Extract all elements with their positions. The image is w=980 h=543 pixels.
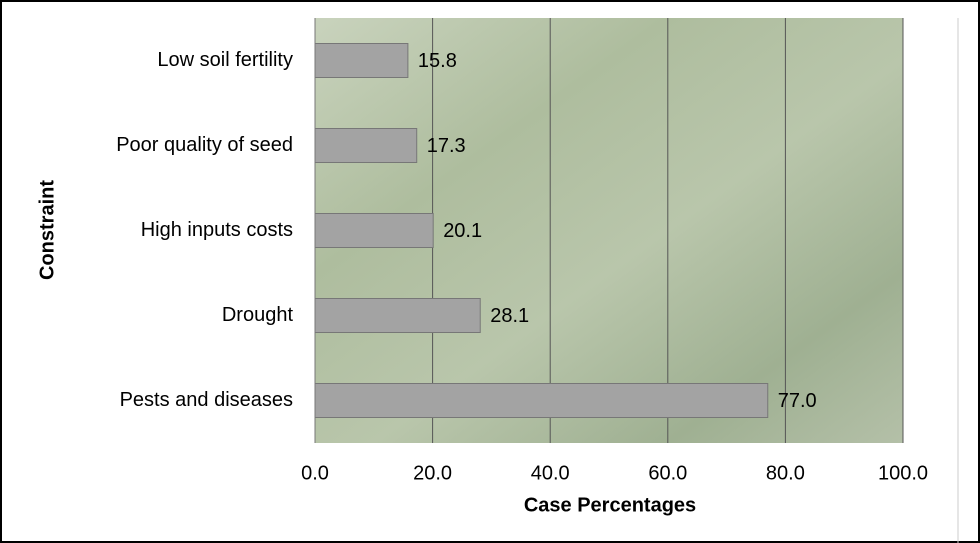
x-tick-label: 20.0	[413, 462, 452, 484]
x-tick-label: 80.0	[766, 462, 805, 484]
bar	[315, 299, 480, 333]
value-label: 77.0	[778, 390, 817, 412]
page: Case Percentages Constraint 0.0 20.0 40.0 6…	[0, 0, 980, 543]
value-label: 28.1	[490, 305, 529, 327]
bar	[315, 44, 408, 78]
x-tick-label: 40.0	[531, 462, 570, 484]
y-tick-label: Low soil fertility	[157, 49, 293, 71]
y-tick-label: Drought	[222, 304, 294, 326]
y-tick-label: Poor quality of seed	[116, 134, 293, 156]
bar	[315, 214, 433, 248]
x-tick-label: 100.0	[878, 462, 928, 484]
value-label: 20.1	[443, 220, 482, 242]
x-tick-label: 60.0	[648, 462, 687, 484]
bar	[315, 129, 417, 163]
bar	[315, 384, 768, 418]
y-axis-label: Constraint	[36, 180, 58, 280]
x-tick-label: 0.0	[301, 462, 329, 484]
value-label: 15.8	[418, 50, 457, 72]
x-axis-label: Case Percentages	[524, 494, 696, 516]
y-tick-label: Pests and diseases	[120, 389, 293, 411]
chart: Case Percentages Constraint 0.0 20.0 40.0 6…	[0, 0, 980, 543]
y-tick-label: High inputs costs	[141, 219, 293, 241]
value-label: 17.3	[427, 135, 466, 157]
